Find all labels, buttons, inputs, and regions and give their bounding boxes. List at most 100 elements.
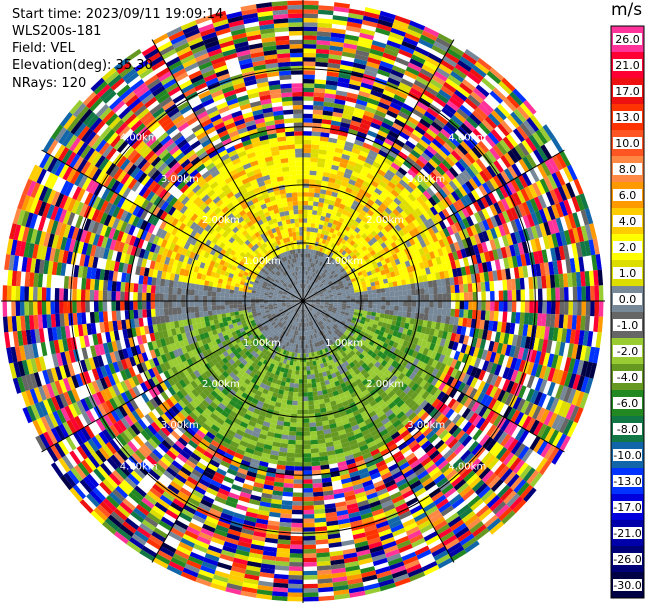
ppi-cell (326, 245, 331, 251)
ppi-cell (394, 224, 402, 232)
ppi-cell (320, 272, 325, 278)
ppi-cell (306, 289, 309, 294)
ppi-cell (408, 271, 414, 279)
ppi-cell (316, 280, 321, 285)
ppi-cell (417, 408, 426, 418)
ppi-cell (535, 325, 542, 339)
ppi-cell (369, 278, 375, 283)
ppi-cell (465, 423, 476, 436)
ppi-cell (509, 322, 516, 335)
ppi-cell (516, 289, 521, 301)
ppi-cell (309, 271, 313, 277)
ppi-cell (484, 194, 494, 207)
ppi-cell (418, 205, 427, 214)
ppi-cell (288, 431, 297, 436)
ppi-cell (544, 427, 556, 443)
ppi-cell (373, 81, 386, 90)
ppi-cell (332, 271, 337, 277)
ppi-cell (396, 182, 405, 191)
ppi-cell (283, 421, 291, 427)
ppi-cell (311, 288, 316, 292)
ppi-cell (311, 301, 316, 303)
ppi-cell (376, 184, 385, 192)
ppi-cell (518, 413, 529, 428)
ppi-cell (318, 261, 323, 267)
ppi-cell (386, 134, 397, 143)
ppi-cell (367, 355, 375, 363)
ppi-cell (384, 355, 391, 363)
ppi-cell (428, 395, 437, 406)
ppi-cell (322, 323, 327, 329)
ppi-cell (426, 244, 434, 253)
ppi-cell (454, 403, 464, 414)
ppi-cell (358, 291, 364, 296)
ppi-cell (450, 440, 462, 452)
ppi-cell (494, 462, 507, 476)
ppi-cell (313, 395, 319, 401)
ppi-cell (580, 271, 586, 287)
ppi-cell (319, 305, 324, 308)
ppi-cell (354, 344, 361, 351)
ppi-cell (311, 218, 316, 224)
ppi-cell (316, 166, 325, 172)
ppi-cell (364, 7, 381, 15)
ppi-cell (490, 129, 503, 142)
ppi-cell (396, 316, 402, 322)
ppi-cell (303, 583, 318, 589)
ppi-cell (310, 227, 315, 233)
ppi-cell (514, 176, 525, 191)
ppi-cell (492, 321, 498, 332)
ppi-cell (383, 225, 391, 233)
ppi-cell (506, 454, 518, 469)
ppi-cell (424, 307, 430, 315)
ppi-cell (480, 310, 486, 321)
ppi-cell (309, 418, 316, 423)
ppi-cell (284, 386, 290, 392)
ppi-cell (307, 387, 313, 393)
ppi-cell (307, 253, 311, 258)
ppi-cell (541, 249, 549, 263)
ppi-cell (475, 253, 482, 264)
ppi-cell (572, 286, 578, 301)
ppi-cell (288, 566, 303, 572)
ppi-cell (363, 11, 380, 20)
ppi-cell (389, 310, 394, 316)
ppi-cell (514, 144, 526, 159)
ppi-cell (374, 329, 381, 335)
ppi-cell (327, 309, 332, 312)
ppi-cell (341, 279, 347, 284)
ppi-cell (415, 216, 424, 226)
ppi-cell (317, 434, 325, 440)
ppi-cell (358, 90, 371, 98)
ppi-cell (324, 216, 330, 223)
ppi-cell (315, 421, 323, 427)
ppi-cell (442, 301, 447, 309)
ppi-cell (311, 452, 320, 458)
ppi-cell (571, 389, 581, 406)
ppi-cell (307, 297, 312, 300)
ppi-cell (369, 331, 375, 337)
ppi-cell (553, 187, 564, 203)
ppi-cell (308, 196, 314, 202)
ppi-cell (540, 442, 552, 458)
ppi-cell (338, 217, 345, 224)
ppi-cell (378, 213, 387, 221)
ppi-cell (352, 242, 359, 249)
ppi-cell (395, 114, 408, 124)
ppi-cell (547, 446, 560, 463)
ppi-cell (387, 150, 398, 159)
ppi-cell (304, 270, 307, 275)
ppi-cell (419, 399, 429, 409)
ppi-cell (331, 310, 337, 314)
ppi-cell (332, 111, 343, 118)
ppi-cell (409, 20, 426, 31)
ppi-cell (376, 271, 382, 277)
ppi-cell (539, 262, 546, 276)
ppi-cell (308, 275, 312, 281)
ppi-cell (366, 286, 372, 291)
ppi-cell (335, 320, 341, 325)
ppi-cell (305, 304, 309, 308)
ppi-cell (352, 326, 358, 332)
ppi-cell (354, 309, 359, 313)
ppi-cell (435, 165, 446, 176)
